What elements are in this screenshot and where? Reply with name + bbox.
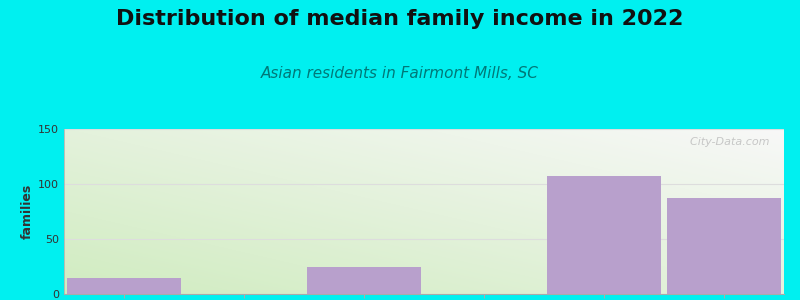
Text: City-Data.com: City-Data.com (683, 137, 770, 147)
Bar (547, 176, 661, 294)
Text: Distribution of median family income in 2022: Distribution of median family income in … (116, 9, 684, 29)
Bar (307, 266, 421, 294)
Bar (667, 198, 781, 294)
Text: Asian residents in Fairmont Mills, SC: Asian residents in Fairmont Mills, SC (261, 66, 539, 81)
Bar (67, 278, 181, 294)
Y-axis label: families: families (21, 184, 34, 239)
